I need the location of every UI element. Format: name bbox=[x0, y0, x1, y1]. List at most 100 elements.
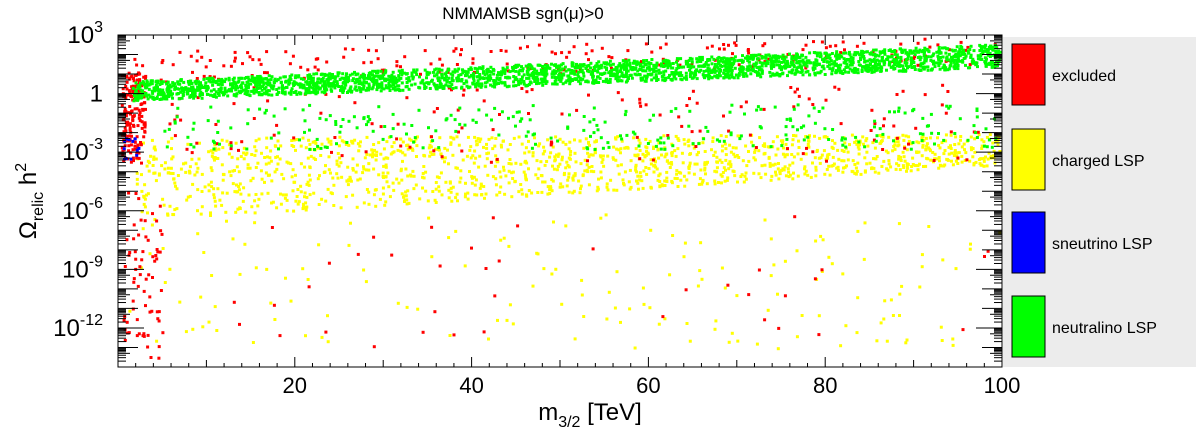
data-point bbox=[480, 67, 484, 71]
data-point bbox=[422, 82, 426, 86]
data-point bbox=[991, 61, 994, 65]
data-point bbox=[276, 78, 280, 82]
data-point bbox=[212, 88, 216, 92]
data-point bbox=[714, 319, 718, 323]
data-point bbox=[722, 76, 726, 80]
data-point bbox=[572, 45, 576, 49]
data-point bbox=[210, 274, 214, 277]
data-point bbox=[170, 102, 174, 106]
data-point bbox=[828, 63, 831, 67]
data-point bbox=[660, 62, 663, 66]
data-point bbox=[671, 66, 675, 70]
data-point bbox=[497, 133, 501, 137]
data-point bbox=[401, 88, 405, 92]
data-point bbox=[922, 67, 926, 71]
data-point bbox=[733, 55, 737, 59]
data-point bbox=[926, 146, 930, 150]
data-point bbox=[173, 118, 177, 122]
data-point bbox=[381, 192, 385, 196]
data-point bbox=[381, 186, 385, 190]
data-point bbox=[236, 86, 240, 90]
data-point bbox=[414, 183, 418, 187]
data-point bbox=[900, 284, 904, 288]
data-point bbox=[726, 283, 730, 287]
data-point bbox=[812, 40, 815, 44]
data-point bbox=[478, 75, 482, 79]
data-point bbox=[755, 342, 759, 346]
data-point bbox=[858, 143, 861, 147]
data-point bbox=[652, 67, 656, 71]
data-point bbox=[855, 331, 859, 335]
data-point bbox=[382, 147, 386, 151]
data-point bbox=[655, 75, 658, 79]
data-point bbox=[321, 84, 325, 88]
data-point bbox=[231, 82, 235, 86]
data-point bbox=[215, 329, 219, 332]
data-point bbox=[620, 71, 624, 75]
data-point bbox=[662, 70, 666, 74]
data-point bbox=[915, 150, 919, 154]
data-point bbox=[316, 177, 320, 181]
data-point bbox=[599, 72, 602, 76]
data-point bbox=[128, 91, 132, 94]
data-point bbox=[733, 155, 737, 159]
data-point bbox=[819, 156, 823, 160]
data-point bbox=[135, 152, 139, 156]
data-point bbox=[433, 310, 437, 314]
data-point bbox=[128, 105, 132, 108]
data-point bbox=[336, 74, 340, 78]
data-point bbox=[610, 68, 614, 72]
data-point bbox=[715, 155, 719, 159]
data-point bbox=[195, 77, 199, 80]
data-point bbox=[808, 51, 812, 55]
data-point bbox=[133, 147, 137, 151]
data-point bbox=[865, 50, 869, 54]
data-point bbox=[387, 86, 391, 90]
data-point bbox=[221, 191, 225, 195]
data-point bbox=[198, 141, 201, 145]
data-point bbox=[326, 137, 330, 141]
data-point bbox=[502, 165, 505, 169]
data-point bbox=[214, 95, 218, 99]
data-point bbox=[993, 44, 997, 48]
data-point bbox=[659, 46, 663, 50]
data-point bbox=[303, 195, 306, 199]
data-point bbox=[182, 80, 186, 84]
data-point bbox=[756, 105, 760, 109]
data-point bbox=[710, 76, 714, 80]
data-point bbox=[474, 178, 478, 182]
data-point bbox=[830, 145, 834, 149]
data-point bbox=[277, 147, 280, 151]
data-point bbox=[953, 67, 957, 71]
data-point bbox=[647, 65, 651, 69]
data-point bbox=[883, 52, 887, 56]
data-point bbox=[916, 63, 920, 67]
data-point bbox=[528, 73, 532, 77]
data-point bbox=[176, 82, 180, 86]
data-point bbox=[831, 68, 834, 72]
data-point bbox=[229, 126, 233, 130]
data-point bbox=[687, 59, 691, 63]
data-point bbox=[452, 49, 456, 53]
data-point bbox=[167, 92, 171, 96]
data-point bbox=[791, 125, 795, 129]
data-point bbox=[396, 301, 400, 305]
data-point bbox=[863, 221, 867, 225]
data-point bbox=[289, 90, 293, 94]
data-point bbox=[430, 135, 433, 139]
data-point bbox=[307, 183, 311, 187]
data-point bbox=[405, 72, 409, 76]
data-point bbox=[401, 140, 405, 144]
data-point bbox=[587, 93, 590, 97]
data-point bbox=[778, 73, 781, 76]
data-point bbox=[437, 85, 441, 89]
data-point bbox=[400, 73, 404, 77]
data-point bbox=[744, 171, 748, 175]
data-point bbox=[427, 146, 431, 150]
data-point bbox=[200, 205, 204, 209]
data-point bbox=[161, 80, 165, 84]
data-point bbox=[253, 80, 257, 84]
data-point bbox=[527, 150, 531, 154]
data-point bbox=[523, 160, 527, 164]
data-point bbox=[367, 168, 371, 172]
